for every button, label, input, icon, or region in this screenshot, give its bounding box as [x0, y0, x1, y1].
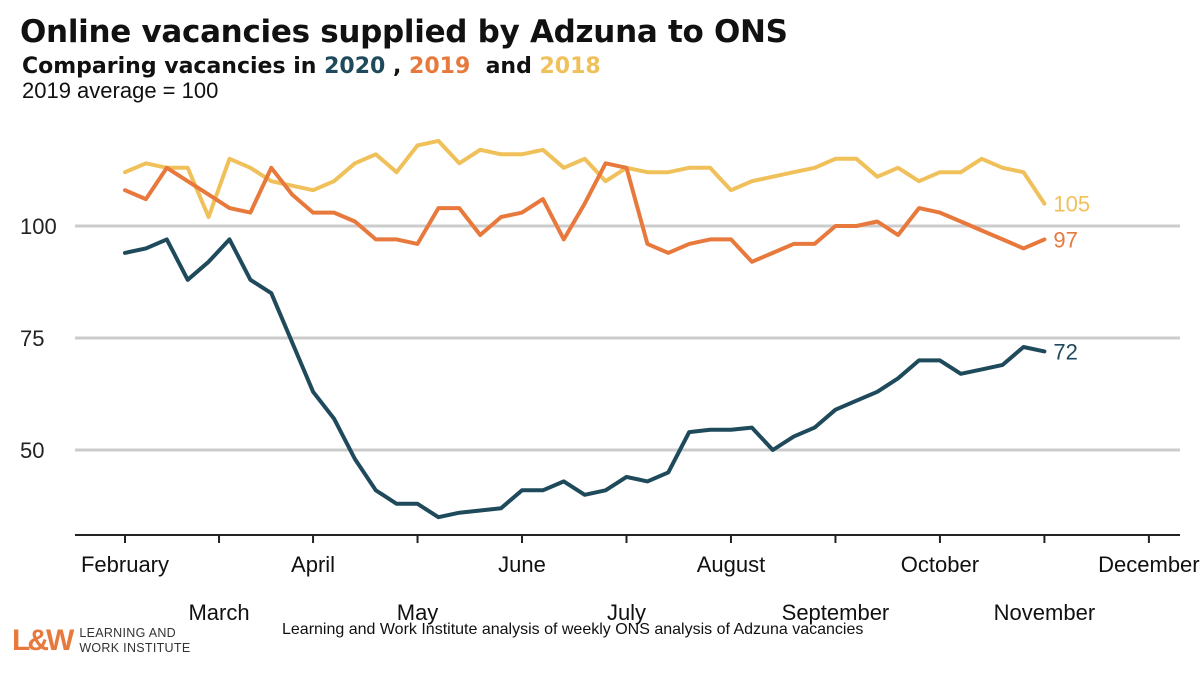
lw-logo-text: LEARNING AND WORK INSTITUTE [79, 626, 190, 656]
x-tick-label-november: November [994, 600, 1095, 625]
x-tick-label-december: December [1098, 552, 1199, 577]
end-label-2019: 97 [1053, 227, 1077, 252]
subtitle-prefix: Comparing vacancies in [22, 54, 325, 79]
x-tick-label-july: July [607, 600, 646, 625]
subtitle-year-2020: 2020 [324, 54, 386, 79]
x-tick-label-june: June [498, 552, 546, 577]
x-tick-label-september: September [782, 600, 890, 625]
y-tick-label-50: 50 [20, 438, 44, 463]
y-tick-label-75: 75 [20, 326, 44, 351]
x-tick-label-february: February [81, 552, 169, 577]
chart-title: Online vacancies supplied by Adzuna to O… [20, 14, 788, 50]
source-caption: Learning and Work Institute analysis of … [282, 621, 864, 638]
x-tick-label-april: April [291, 552, 335, 577]
subtitle-year-2019: 2019 [409, 54, 471, 79]
lw-logo-line-1: LEARNING AND [79, 626, 176, 640]
x-tick-label-may: May [397, 600, 439, 625]
subtitle-year-2018: 2018 [539, 54, 601, 79]
chart-subtitle: Comparing vacancies in 2020 , 2019 and 2… [22, 54, 601, 79]
end-label-2020: 72 [1053, 339, 1077, 364]
lw-logo-mark: L&W [12, 624, 74, 657]
subtitle-separator-1: , [385, 54, 410, 79]
subtitle-separator-2: and [470, 54, 540, 79]
lw-logo-line-2: WORK INSTITUTE [79, 641, 191, 655]
lw-logo: L&W LEARNING AND WORK INSTITUTE [12, 624, 190, 658]
baseline-note: 2019 average = 100 [22, 78, 219, 103]
series-line-2020 [123, 237, 1047, 520]
x-tick-label-october: October [901, 552, 979, 577]
series-line-2019 [123, 161, 1047, 264]
end-label-2018: 105 [1053, 192, 1090, 217]
series-line-2018 [123, 138, 1047, 219]
y-tick-label-100: 100 [20, 214, 57, 239]
x-tick-label-august: August [697, 552, 766, 577]
x-tick-label-march: March [188, 600, 249, 625]
